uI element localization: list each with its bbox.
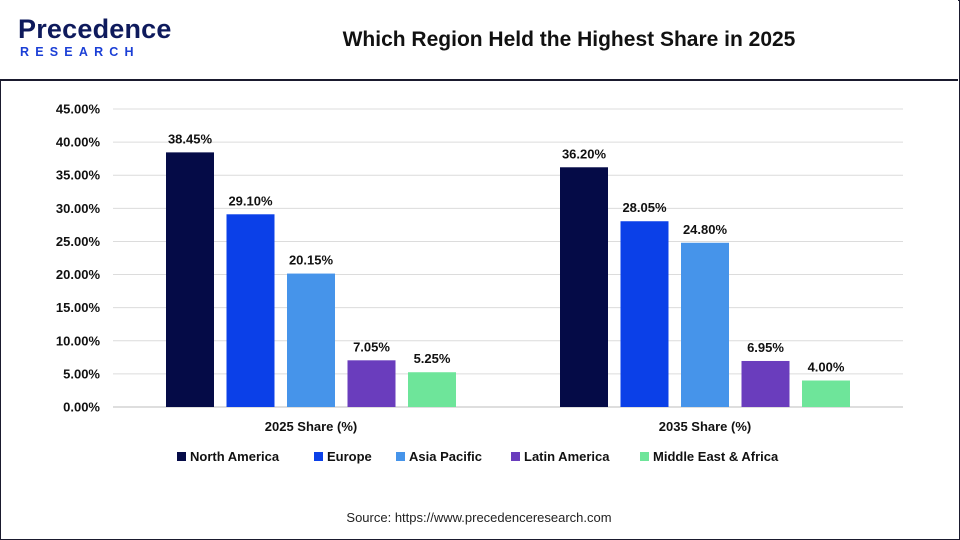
precedence-research-logo: Precedence RESEARCH bbox=[18, 14, 171, 64]
y-tick-label: 10.00% bbox=[56, 333, 101, 348]
data-label: 24.80% bbox=[683, 222, 728, 237]
legend-swatch bbox=[177, 452, 186, 461]
legend-label: Middle East & Africa bbox=[653, 449, 779, 464]
chart-title: Which Region Held the Highest Share in 2… bbox=[342, 28, 796, 51]
bar bbox=[620, 221, 669, 407]
bar bbox=[226, 214, 275, 407]
data-label: 7.05% bbox=[353, 339, 390, 354]
legend-label: Europe bbox=[327, 449, 372, 464]
y-tick-label: 35.00% bbox=[56, 168, 101, 183]
y-tick-label: 25.00% bbox=[56, 234, 101, 249]
data-label: 28.05% bbox=[622, 200, 667, 215]
data-label: 5.25% bbox=[414, 351, 451, 366]
logo-wordmark: Precedence bbox=[18, 14, 172, 44]
bar bbox=[408, 372, 456, 407]
bar bbox=[287, 273, 335, 407]
data-label: 29.10% bbox=[228, 193, 273, 208]
header: Precedence RESEARCH Which Region Held th… bbox=[0, 0, 958, 81]
legend-label: Asia Pacific bbox=[409, 449, 482, 464]
data-label: 36.20% bbox=[562, 146, 607, 161]
y-tick-label: 0.00% bbox=[63, 400, 100, 415]
bar bbox=[802, 380, 850, 407]
bar bbox=[741, 360, 790, 407]
data-label: 38.45% bbox=[168, 131, 213, 146]
y-tick-label: 5.00% bbox=[63, 366, 100, 381]
y-tick-label: 20.00% bbox=[56, 267, 101, 282]
legend-swatch bbox=[396, 452, 405, 461]
x-category-label: 2035 Share (%) bbox=[659, 419, 752, 434]
bar-chart: 0.00% 5.00% 10.00% 15.00% 20.00% 25.00% 30.00%… bbox=[56, 102, 903, 464]
source-note: Source: https://www.precedenceresearch.c… bbox=[346, 510, 612, 525]
bar bbox=[166, 152, 214, 407]
data-label: 20.15% bbox=[289, 253, 334, 268]
bar bbox=[347, 360, 396, 407]
x-category-label: 2025 Share (%) bbox=[265, 419, 358, 434]
y-tick-label: 45.00% bbox=[56, 102, 101, 117]
y-tick-label: 30.00% bbox=[56, 201, 101, 216]
legend-label: Latin America bbox=[524, 449, 610, 464]
logo-subtitle: RESEARCH bbox=[20, 45, 140, 59]
data-label: 4.00% bbox=[808, 360, 845, 375]
y-tick-label: 15.00% bbox=[56, 300, 101, 315]
legend-swatch bbox=[640, 452, 649, 461]
legend-swatch bbox=[511, 452, 520, 461]
legend-swatch bbox=[314, 452, 323, 461]
bar bbox=[681, 242, 729, 407]
bar bbox=[560, 167, 608, 407]
y-tick-label: 40.00% bbox=[56, 135, 101, 150]
legend-label: North America bbox=[190, 449, 280, 464]
data-label: 6.95% bbox=[747, 340, 784, 355]
